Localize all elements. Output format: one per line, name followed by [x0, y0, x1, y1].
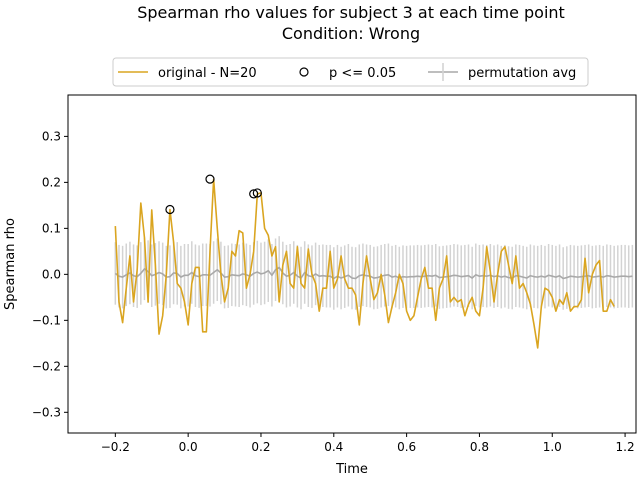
- x-tick-label: 0.2: [251, 440, 270, 454]
- significance-marker: [252, 188, 262, 198]
- y-tick-label: −0.2: [32, 359, 61, 373]
- y-tick-label: 0.3: [42, 129, 61, 143]
- significance-marker: [165, 204, 175, 215]
- legend-permutation-label: permutation avg: [468, 66, 576, 81]
- legend-significance-label: p <= 0.05: [329, 66, 396, 81]
- permutation-avg-line: [114, 266, 633, 280]
- significance-marker: [249, 189, 259, 199]
- significance-markers: [165, 174, 262, 215]
- legend-frame: [112, 57, 589, 87]
- y-tick-label: 0.0: [42, 267, 61, 281]
- x-tick-label: 0.8: [470, 440, 489, 454]
- legend-significance-marker-swatch: [299, 67, 309, 77]
- y-tick-label: −0.3: [32, 405, 61, 419]
- x-axis: −0.2 0.0 0.2 0.4 0.6 0.8 1.0 1.2: [101, 433, 635, 454]
- legend-original-label: original - N=20: [158, 66, 257, 81]
- original-line: [114, 178, 615, 349]
- chart-title-line1: Spearman rho values for subject 3 at eac…: [137, 3, 565, 22]
- y-axis-label: Spearman rho: [3, 218, 18, 310]
- chart-title-line2: Condition: Wrong: [282, 24, 420, 43]
- x-tick-label: 1.2: [616, 440, 635, 454]
- x-tick-label: 0.0: [179, 440, 198, 454]
- y-tick-label: −0.1: [32, 313, 61, 327]
- x-axis-label: Time: [335, 462, 368, 477]
- x-tick-label: 0.6: [397, 440, 416, 454]
- plot-frame: [67, 94, 637, 434]
- x-tick-label: −0.2: [101, 440, 130, 454]
- y-axis: −0.3 −0.2 −0.1 0.0 0.1 0.2 0.3: [32, 129, 68, 419]
- y-tick-label: 0.1: [42, 221, 61, 235]
- significance-marker: [205, 174, 215, 184]
- series-lines: [114, 178, 633, 349]
- x-tick-label: 0.4: [324, 440, 343, 454]
- legend: original - N=20 p <= 0.05 permutation av…: [112, 57, 589, 87]
- x-tick-label: 1.0: [543, 440, 562, 454]
- y-tick-label: 0.2: [42, 175, 61, 189]
